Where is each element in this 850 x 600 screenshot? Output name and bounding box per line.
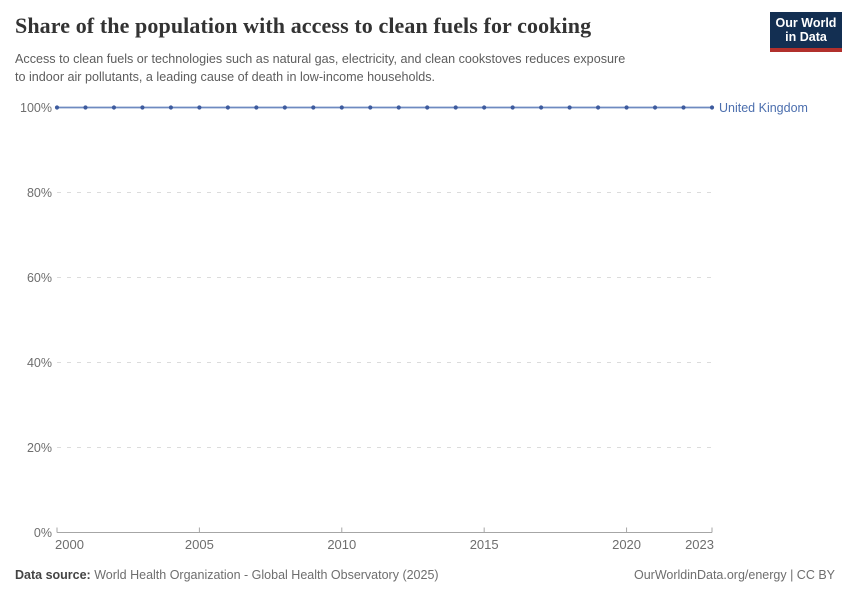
data-point-marker [311, 105, 316, 110]
data-point-marker [339, 105, 344, 110]
data-point-marker [140, 105, 145, 110]
y-tick-label: 80% [27, 186, 52, 200]
data-point-marker [396, 105, 401, 110]
y-tick-label: 20% [27, 441, 52, 455]
data-point-marker [168, 105, 174, 110]
y-tick-label: 60% [27, 271, 52, 285]
x-tick-label: 2005 [185, 537, 214, 552]
credit-link[interactable]: OurWorldinData.org/energy | CC BY [633, 568, 835, 582]
page-title: Share of the population with access to c… [15, 13, 592, 38]
y-tick-label: 40% [27, 356, 52, 370]
data-source-label: Data source: [15, 568, 91, 582]
data-point-marker [54, 105, 60, 110]
chart-subtitle: Access to clean fuels or technologies su… [15, 52, 626, 84]
data-point-marker [225, 105, 230, 110]
data-point-marker [197, 105, 202, 110]
x-tick-label: 2023 [685, 537, 714, 552]
data-point-marker [482, 105, 487, 110]
x-tick-label: 2020 [612, 537, 641, 552]
owid-logo-line2: in Data [785, 30, 827, 44]
data-point-marker [652, 105, 658, 110]
data-point-marker [624, 105, 629, 110]
data-point-marker [254, 105, 259, 110]
data-point-marker [453, 105, 458, 110]
y-tick-label: 0% [34, 526, 52, 540]
page-footer: Data source: World Health Organization -… [15, 568, 835, 582]
data-point-marker [709, 105, 715, 110]
owid-logo-line1: Our World [775, 15, 837, 30]
data-point-marker [595, 105, 601, 110]
data-point-marker [567, 105, 572, 110]
data-point-marker [510, 105, 515, 110]
x-tick-label: 2010 [327, 537, 356, 552]
data-point-marker [111, 105, 117, 110]
x-tick-label: 2015 [470, 537, 499, 552]
series-entity-label: United Kingdom [719, 101, 808, 115]
owid-logo[interactable]: Our World in Data [770, 12, 842, 52]
data-point-marker [368, 105, 373, 110]
data-point-marker [681, 105, 686, 110]
data-point-marker [425, 105, 430, 110]
data-point-marker [539, 105, 544, 110]
data-point-marker [83, 105, 88, 110]
data-source-note: Data source: World Health Organization -… [15, 568, 439, 582]
data-source-text: World Health Organization - Global Healt… [90, 568, 439, 582]
y-tick-label: 100% [20, 101, 52, 115]
data-point-marker [282, 105, 287, 110]
x-tick-label: 2000 [55, 537, 84, 552]
